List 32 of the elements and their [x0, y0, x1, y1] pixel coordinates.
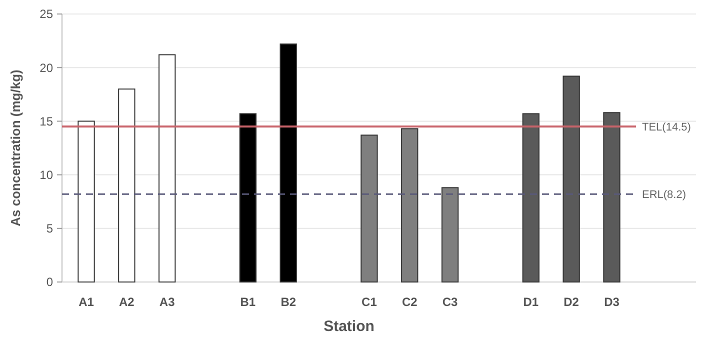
- x-tick-label: D2: [564, 295, 580, 309]
- x-tick-label: C2: [402, 295, 418, 309]
- bar: [603, 112, 620, 282]
- bar: [158, 54, 176, 282]
- bar: [280, 44, 297, 282]
- bar: [562, 76, 580, 282]
- x-tick-label: C3: [442, 295, 458, 309]
- x-tick-label: A3: [159, 295, 176, 309]
- bar: [78, 120, 95, 282]
- bar: [118, 88, 136, 282]
- x-tick-label: B2: [280, 295, 296, 309]
- bar: [360, 134, 378, 282]
- x-tick-label: A2: [119, 295, 135, 309]
- y-tick-label: 15: [40, 114, 54, 128]
- bar: [401, 128, 418, 282]
- x-tick-label: D1: [523, 295, 539, 309]
- x-tick-label: C1: [362, 295, 378, 309]
- x-axis-title: Station: [324, 318, 374, 335]
- ref-line-label: ERL(8.2): [642, 188, 686, 201]
- bar: [239, 113, 257, 282]
- y-tick-label: 0: [46, 275, 54, 290]
- ref-line-label: TEL(14.5): [642, 121, 691, 134]
- bar: [441, 187, 459, 282]
- x-tick-label: A1: [78, 295, 94, 309]
- x-tick-label: D3: [604, 295, 620, 309]
- y-tick-label: 20: [40, 60, 54, 75]
- y-tick-label: 25: [40, 7, 54, 22]
- bar: [522, 113, 540, 282]
- y-tick-label: 10: [40, 168, 54, 182]
- x-tick-label: B1: [240, 295, 256, 309]
- y-tick-label: 5: [46, 222, 54, 236]
- y-axis-title: As concentration (mg/kg): [8, 70, 23, 226]
